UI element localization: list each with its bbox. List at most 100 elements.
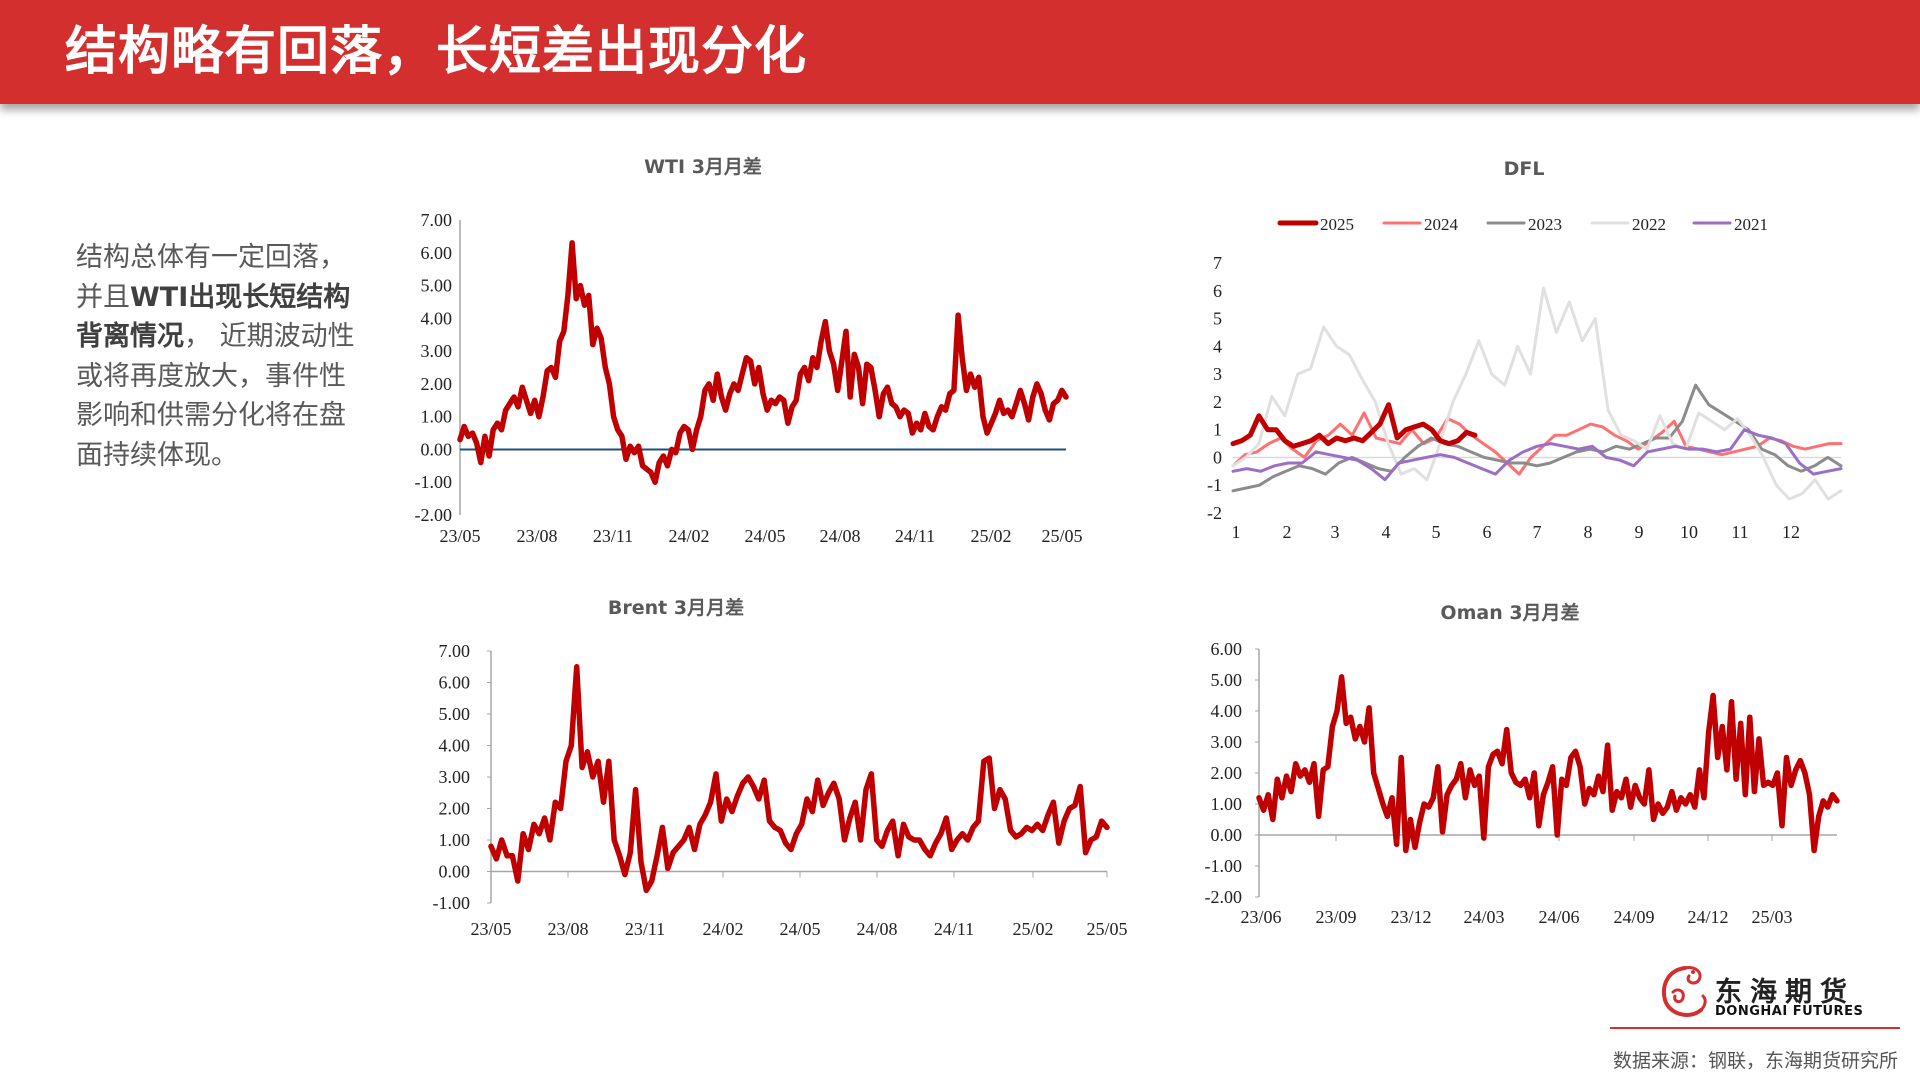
summary-seg2: 并且 bbox=[76, 281, 130, 313]
x-tick-label: 23/12 bbox=[1390, 907, 1431, 927]
x-tick-label: 24/09 bbox=[1613, 907, 1654, 927]
logo-text-cn: 东海期货 bbox=[1715, 977, 1855, 1008]
legend-label-2024: 2024 bbox=[1424, 215, 1459, 234]
x-tick-label: 23/06 bbox=[1240, 907, 1281, 927]
y-tick-label: 2.00 bbox=[1211, 763, 1243, 783]
y-tick-label: -1.00 bbox=[433, 893, 471, 913]
x-tick-label: 24/05 bbox=[779, 919, 820, 939]
y-tick-label: 7.00 bbox=[421, 210, 453, 230]
y-tick-label: 1 bbox=[1213, 420, 1222, 440]
y-tick-label: 6.00 bbox=[421, 243, 453, 263]
x-tick-label: 10 bbox=[1680, 522, 1698, 542]
y-tick-label: -1.00 bbox=[415, 472, 453, 492]
x-tick-label: 24/12 bbox=[1687, 907, 1728, 927]
footer-divider bbox=[1610, 1027, 1900, 1029]
x-tick-label: 23/05 bbox=[470, 919, 511, 939]
series-line-2025 bbox=[1230, 402, 1478, 449]
x-tick-label: 25/02 bbox=[1012, 919, 1053, 939]
series-line-2024 bbox=[1231, 411, 1843, 476]
legend-label-2023: 2023 bbox=[1528, 215, 1562, 234]
y-tick-label: 3.00 bbox=[421, 341, 453, 361]
y-tick-label: 5.00 bbox=[421, 276, 453, 296]
y-tick-label: 4.00 bbox=[1211, 701, 1243, 721]
y-tick-label: 6 bbox=[1213, 281, 1222, 301]
y-tick-label: 4.00 bbox=[439, 736, 471, 756]
summary-text: 结构总体有一定回落， 并且WTI出现长短结构背离情况， 近期波动性或将再度放大，事… bbox=[76, 238, 366, 475]
y-tick-label: 1.00 bbox=[421, 407, 453, 427]
y-tick-label: -2 bbox=[1207, 503, 1222, 523]
y-tick-label: 7.00 bbox=[439, 641, 471, 661]
donghai-logo: 东海期货 DONGHAI FUTURES bbox=[1655, 962, 1905, 1024]
x-tick-label: 11 bbox=[1731, 522, 1748, 542]
x-tick-label: 2 bbox=[1283, 522, 1292, 542]
x-tick-label: 23/08 bbox=[516, 526, 557, 546]
chart-title-wti: WTI 3月月差 bbox=[644, 156, 762, 178]
x-tick-label: 6 bbox=[1483, 522, 1492, 542]
x-tick-label: 4 bbox=[1382, 522, 1391, 542]
x-tick-label: 24/02 bbox=[702, 919, 743, 939]
legend-label-2025: 2025 bbox=[1320, 215, 1354, 234]
title-bar: 结构略有回落，长短差出现分化 bbox=[0, 0, 1920, 104]
logo-text-en: DONGHAI FUTURES bbox=[1715, 1004, 1864, 1019]
y-tick-label: 7 bbox=[1213, 253, 1222, 273]
x-tick-label: 23/08 bbox=[547, 919, 588, 939]
series-line-WTI 3月月差 bbox=[457, 240, 1069, 485]
x-tick-label: 24/08 bbox=[856, 919, 897, 939]
series-line-Brent 3月月差 bbox=[488, 664, 1110, 894]
chart-title-dfl: DFL bbox=[1503, 158, 1545, 180]
x-tick-label: 23/11 bbox=[625, 919, 665, 939]
legend-label-2021: 2021 bbox=[1734, 215, 1768, 234]
summary-highlight: WTI出现长短结构背离情况 bbox=[76, 281, 351, 353]
chart-title-brent: Brent 3月月差 bbox=[607, 597, 745, 619]
y-tick-label: 3 bbox=[1213, 364, 1222, 384]
y-tick-label: 6.00 bbox=[439, 673, 471, 693]
series-line-2023 bbox=[1231, 383, 1843, 493]
data-source: 数据来源：钢联，东海期货研究所 bbox=[1612, 1050, 1898, 1072]
x-tick-label: 12 bbox=[1782, 522, 1800, 542]
y-tick-label: 3.00 bbox=[1211, 732, 1243, 752]
x-tick-label: 24/11 bbox=[895, 526, 935, 546]
y-tick-label: -2.00 bbox=[1205, 887, 1243, 907]
x-tick-label: 24/08 bbox=[819, 526, 860, 546]
summary-seg1: 结构总体有一定回落， bbox=[76, 242, 346, 273]
x-tick-label: 7 bbox=[1533, 522, 1542, 542]
y-tick-label: 4 bbox=[1213, 336, 1222, 356]
y-tick-label: -1.00 bbox=[1205, 856, 1243, 876]
x-tick-label: 23/09 bbox=[1315, 907, 1356, 927]
y-tick-label: 5.00 bbox=[1211, 670, 1243, 690]
x-tick-label: 24/06 bbox=[1538, 907, 1579, 927]
y-tick-label: 4.00 bbox=[421, 308, 453, 328]
x-tick-label: 24/11 bbox=[934, 919, 974, 939]
y-tick-label: -1 bbox=[1207, 475, 1222, 495]
y-tick-label: -2.00 bbox=[415, 505, 453, 525]
y-tick-label: 5.00 bbox=[439, 704, 471, 724]
y-tick-label: 0.00 bbox=[439, 862, 471, 882]
legend-label-2022: 2022 bbox=[1632, 215, 1666, 234]
x-tick-label: 24/03 bbox=[1463, 907, 1504, 927]
dragon-logo-icon bbox=[1662, 966, 1707, 1017]
y-tick-label: 0.00 bbox=[421, 439, 453, 459]
chart-title-oman: Oman 3月月差 bbox=[1440, 602, 1580, 624]
y-tick-label: 2.00 bbox=[439, 799, 471, 819]
y-tick-label: 0 bbox=[1213, 447, 1222, 467]
x-tick-label: 25/03 bbox=[1751, 907, 1792, 927]
x-tick-label: 5 bbox=[1432, 522, 1441, 542]
x-tick-label: 1 bbox=[1232, 522, 1241, 542]
y-tick-label: 3.00 bbox=[439, 767, 471, 787]
x-tick-label: 25/05 bbox=[1086, 919, 1127, 939]
x-tick-label: 23/05 bbox=[439, 526, 480, 546]
x-tick-label: 23/11 bbox=[593, 526, 633, 546]
y-tick-label: 2 bbox=[1213, 392, 1222, 412]
y-tick-label: 5 bbox=[1213, 309, 1222, 329]
y-tick-label: 0.00 bbox=[1211, 825, 1243, 845]
x-tick-label: 24/05 bbox=[744, 526, 785, 546]
page-title: 结构略有回落，长短差出现分化 bbox=[65, 22, 808, 82]
y-tick-label: 6.00 bbox=[1211, 639, 1243, 659]
y-tick-label: 2.00 bbox=[421, 374, 453, 394]
series-line-Oman 3月月差 bbox=[1256, 674, 1840, 854]
series-line-2021 bbox=[1231, 428, 1843, 482]
